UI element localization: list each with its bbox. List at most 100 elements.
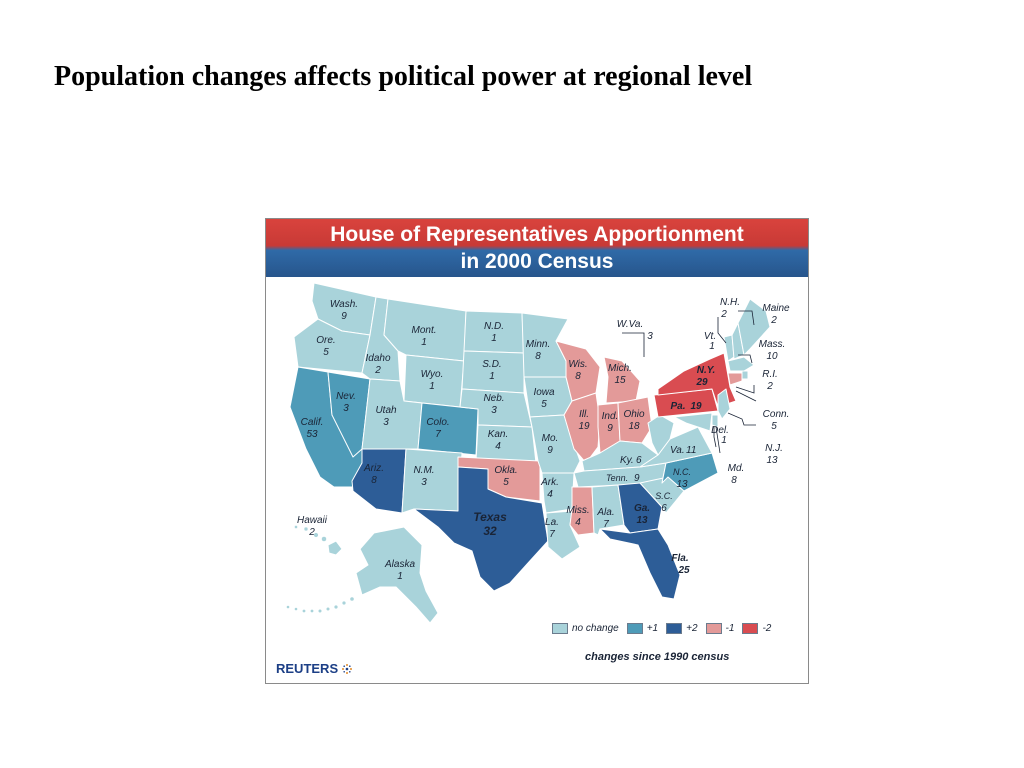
label-iowa-abbr: Iowa: [533, 387, 555, 398]
state-new-york: [657, 352, 737, 408]
label-ri-abbr: R.I.: [762, 369, 778, 380]
state-texas: [413, 466, 549, 592]
label-wash-abbr: Wash.: [330, 299, 358, 310]
map-legend: no change +1 +2 -1 -2 changes since 1990…: [552, 623, 802, 671]
map-title-line-1: House of Representatives Apportionment: [330, 223, 744, 246]
legend-label: -1: [725, 623, 735, 634]
label-mont-abbr: Mont.: [411, 325, 436, 336]
label-mont-seats: 1: [421, 337, 427, 348]
label-ariz-seats: 8: [371, 475, 377, 486]
label-vt-abbr: Vt.: [704, 331, 716, 342]
state-new-mexico: [401, 448, 463, 514]
label-vt-seats: 1: [709, 341, 715, 352]
label-ga-seats: 13: [636, 515, 648, 526]
label-del-seats: 1: [721, 435, 727, 446]
label-ga-abbr: Ga.: [634, 503, 650, 514]
leader-lines: [622, 310, 757, 454]
label-pa-abbr: Pa.: [670, 401, 685, 412]
legend-label: -2: [762, 623, 772, 634]
state-alaska: [355, 526, 439, 624]
label-ny-abbr: N.Y.: [697, 365, 716, 376]
state-illinois: [563, 392, 601, 464]
label-nc-seats: 13: [676, 479, 688, 490]
label-mich-seats: 15: [614, 375, 626, 386]
label-ark-seats: 4: [547, 489, 553, 500]
state-connecticut: [727, 372, 743, 386]
label-ariz-abbr: Ariz.: [363, 463, 384, 474]
legend-swatch: [742, 623, 759, 634]
legend-label: +1: [646, 623, 659, 634]
label-ala-seats: 7: [603, 519, 609, 530]
legend-row: no change +1 +2 -1 -2: [552, 623, 779, 634]
label-conn-abbr: Conn.: [763, 409, 790, 420]
label-maine-abbr: Maine: [762, 303, 790, 314]
legend-item-minus-1: -1: [705, 623, 735, 634]
label-nh-abbr: N.H.: [720, 297, 740, 308]
legend-item-no-change: no change: [552, 623, 619, 634]
label-nev-seats: 3: [343, 403, 349, 414]
label-calif-seats: 53: [306, 429, 318, 440]
label-wva-abbr: W.Va.: [617, 319, 643, 330]
label-ind-seats: 9: [607, 423, 613, 434]
legend-swatch: [666, 623, 683, 634]
label-wis-abbr: Wis.: [568, 359, 587, 370]
label-tenn-seats: 9: [634, 473, 640, 484]
map-title-line-2: in 2000 Census: [460, 250, 614, 273]
label-ohio-abbr: Ohio: [623, 409, 645, 420]
label-nev-abbr: Nev.: [336, 391, 356, 402]
label-okla-abbr: Okla.: [494, 465, 517, 476]
label-la-seats: 7: [549, 529, 555, 540]
label-minn-seats: 8: [535, 351, 541, 362]
label-utah-abbr: Utah: [375, 405, 397, 416]
legend-caption: changes since 1990 census: [585, 651, 730, 663]
label-alaska-abbr: Alaska: [384, 559, 415, 570]
label-ri-seats: 2: [766, 381, 773, 392]
state-hawaii: [327, 540, 343, 556]
label-okla-seats: 5: [503, 477, 509, 488]
label-ark-abbr: Ark.: [540, 477, 559, 488]
label-nc-abbr: N.C.: [673, 467, 691, 477]
label-del-abbr: Del.: [711, 425, 729, 436]
label-mich-abbr: Mich.: [608, 363, 632, 374]
aleutian-islands: [286, 597, 354, 613]
label-va-seats: 11: [686, 445, 696, 456]
legend-swatch: [705, 623, 722, 634]
state-nevada: [327, 371, 371, 458]
label-ohio-seats: 18: [628, 421, 640, 432]
legend-swatch: [552, 623, 568, 634]
label-wva-seats: 3: [647, 331, 653, 342]
state-delaware: [711, 414, 719, 428]
label-colo-abbr: Colo.: [426, 417, 449, 428]
label-iowa-seats: 5: [541, 399, 547, 410]
label-idaho-seats: 2: [374, 365, 381, 376]
label-kan-abbr: Kan.: [488, 429, 509, 440]
label-ind-abbr: Ind.: [602, 411, 619, 422]
label-mo-abbr: Mo.: [542, 433, 559, 444]
label-md-seats: 8: [731, 475, 737, 486]
label-conn-seats: 5: [771, 421, 777, 432]
label-wyo-seats: 1: [429, 381, 435, 392]
reuters-logo-icon: [342, 663, 353, 674]
label-tenn-abbr: Tenn.: [606, 473, 628, 483]
label-kan-seats: 4: [495, 441, 501, 452]
label-ky-seats: 6: [636, 455, 642, 466]
slide-title: Population changes affects political pow…: [54, 61, 753, 92]
label-sd-abbr: S.D.: [482, 359, 501, 370]
state-north-dakota: [463, 310, 525, 354]
legend-item-plus-2: +2: [666, 623, 698, 634]
label-va-abbr: Va.: [670, 445, 685, 456]
label-wyo-abbr: Wyo.: [421, 369, 444, 380]
label-pa-seats: 19: [690, 401, 702, 412]
label-nm-abbr: N.M.: [413, 465, 434, 476]
label-sd-seats: 1: [489, 371, 495, 382]
label-nm-seats: 3: [421, 477, 427, 488]
label-colo-seats: 7: [435, 429, 441, 440]
state-florida: [599, 528, 681, 600]
label-ny-seats: 29: [695, 377, 708, 388]
label-miss-abbr: Miss.: [566, 505, 589, 516]
label-sc-seats: 6: [661, 503, 667, 514]
label-ore-seats: 5: [323, 347, 329, 358]
label-wash-seats: 9: [341, 311, 347, 322]
label-ore-abbr: Ore.: [316, 335, 335, 346]
label-nj-abbr: N.J.: [765, 443, 783, 454]
